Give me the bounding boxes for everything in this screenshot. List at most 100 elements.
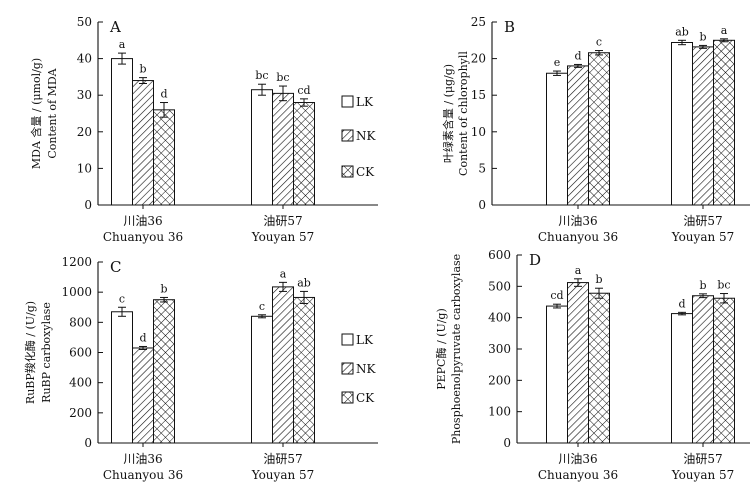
bar-LK [251, 315, 273, 444]
category-label-en: Youyan 57 [671, 468, 735, 482]
bar-NK [132, 80, 154, 206]
y-tick-label: 20 [471, 52, 486, 66]
bar-NK [132, 347, 154, 444]
legend-label-NK: NK [356, 362, 377, 376]
y-tick-label: 0 [503, 436, 511, 450]
category-label-cn: 川油36 [558, 452, 597, 466]
y-axis-label-en: RuBP carboxylase [40, 302, 53, 403]
significance-letter: a [721, 24, 728, 37]
bar-LK [671, 41, 693, 206]
legend-label-CK: CK [356, 165, 375, 179]
significance-letter: cd [297, 84, 310, 97]
category-label-cn: 油研57 [263, 452, 302, 466]
bar-CK [588, 292, 610, 444]
bar-CK [293, 296, 315, 444]
legend-swatch-NK [341, 129, 354, 142]
legend-swatch-NK [341, 362, 354, 375]
y-tick-label: 200 [69, 406, 92, 420]
bar-CK [153, 109, 175, 206]
bar-NK [692, 295, 714, 444]
panel-B: 0 5 10 15 20 25 B 叶绿素含量 / (μg/g) Content of chlo… [441, 15, 750, 244]
legend-swatch-LK [341, 333, 354, 346]
bar-NK [272, 286, 294, 444]
y-tick-label: 0 [84, 198, 92, 212]
panel-A: 0 10 20 30 40 50 A MDA 含量 / (μmol/g) Content of … [29, 15, 378, 244]
y-tick-label: 50 [77, 15, 92, 29]
y-axis-label-en: Content of MDA [46, 67, 59, 158]
bar-CK [588, 52, 610, 206]
significance-letter: b [699, 279, 706, 292]
significance-letter: a [575, 264, 582, 277]
y-tick-label: 20 [77, 125, 92, 139]
legend-swatch-LK [341, 95, 354, 108]
y-tick-label: 200 [488, 373, 511, 387]
category-label-en: Chuanyou 36 [103, 230, 183, 244]
category-label-en: Youyan 57 [251, 468, 315, 482]
significance-letter: ab [297, 276, 311, 289]
significance-letter: d [574, 49, 581, 62]
y-axis-label-en: Content of chlorophyll [457, 51, 470, 176]
bar-LK [546, 72, 568, 206]
y-tick-label: 400 [69, 376, 92, 390]
y-tick-label: 1000 [61, 285, 92, 299]
y-tick-label: 1200 [61, 255, 92, 269]
category-label-cn: 油研57 [263, 214, 302, 228]
significance-letter: c [119, 292, 125, 305]
category-label-cn: 川油36 [123, 452, 162, 466]
legend-label-CK: CK [356, 391, 375, 405]
category-label-en: Youyan 57 [671, 230, 735, 244]
y-tick-label: 300 [488, 342, 511, 356]
significance-letter: d [139, 331, 146, 344]
y-tick-label: 600 [69, 346, 92, 360]
panel-letter: A [109, 18, 121, 36]
legend-label-LK: LK [356, 333, 374, 347]
legend-swatch-CK [341, 391, 354, 404]
significance-letter: bc [255, 69, 268, 82]
category-label-en: Chuanyou 36 [538, 468, 618, 482]
y-tick-label: 30 [77, 88, 92, 102]
bar-LK [251, 89, 273, 206]
y-tick-label: 5 [478, 161, 486, 175]
y-tick-label: 600 [488, 248, 511, 262]
y-tick-label: 800 [69, 315, 92, 329]
significance-letter: ab [675, 25, 689, 38]
bar-NK [567, 282, 589, 444]
category-label-en: Youyan 57 [251, 230, 315, 244]
significance-letter: d [678, 297, 685, 310]
bar-CK [153, 299, 175, 444]
y-tick-label: 0 [84, 436, 92, 450]
y-tick-label: 100 [488, 405, 511, 419]
bar-CK [713, 39, 735, 206]
category-label-cn: 油研57 [683, 452, 722, 466]
y-tick-label: 25 [471, 15, 486, 29]
bar-LK [111, 58, 133, 206]
y-tick-label: 15 [471, 88, 486, 102]
y-tick-label: 500 [488, 279, 511, 293]
significance-letter: bc [276, 71, 289, 84]
panel-letter: D [529, 251, 541, 269]
significance-letter: d [160, 88, 167, 101]
category-label-en: Chuanyou 36 [538, 230, 618, 244]
bar-NK [692, 46, 714, 206]
category-label-cn: 川油36 [123, 214, 162, 228]
y-axis-label-cn: MDA 含量 / (μmol/g) [29, 58, 43, 169]
significance-letter: b [160, 282, 167, 295]
category-label-cn: 油研57 [683, 214, 722, 228]
significance-letter: b [595, 273, 602, 286]
significance-letter: c [259, 300, 265, 313]
y-axis-label-cn: PEPC酶 / (U/g) [435, 308, 448, 390]
significance-letter: bc [717, 279, 730, 292]
significance-letter: cd [550, 289, 563, 302]
legend-label-LK: LK [356, 95, 374, 109]
y-axis-label-cn: 叶绿素含量 / (μg/g) [441, 64, 455, 163]
panel-letter: B [504, 18, 515, 36]
significance-letter: b [139, 63, 146, 76]
significance-letter: a [280, 267, 287, 280]
y-tick-label: 10 [77, 161, 92, 175]
panel-C: 0 200 400 600 800 1000 1200 C RuBP羧化酶 / (U/g) RuB… [23, 255, 378, 482]
category-label-cn: 川油36 [558, 214, 597, 228]
legend-label-NK: NK [356, 129, 377, 143]
bar-LK [111, 311, 133, 444]
category-label-en: Chuanyou 36 [103, 468, 183, 482]
